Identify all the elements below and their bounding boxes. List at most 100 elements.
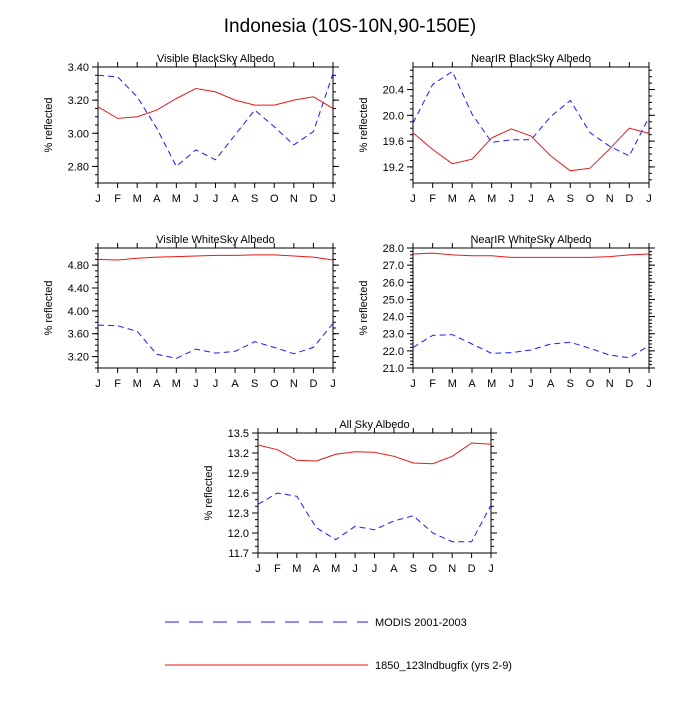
x-tick-label: J xyxy=(646,193,652,205)
x-tick-label: M xyxy=(172,193,181,205)
y-tick-label: 3.40 xyxy=(68,62,89,74)
plot-frame xyxy=(97,66,334,184)
y-axis-label: % reflected xyxy=(43,280,55,335)
series-line-model xyxy=(412,127,650,172)
x-tick-label: J xyxy=(255,563,261,575)
panel-title: All Sky Albedo xyxy=(339,419,409,431)
x-tick-label: D xyxy=(625,378,633,390)
x-tick-label: N xyxy=(606,193,614,205)
x-tick-label: J xyxy=(528,193,534,205)
y-axis-label: % reflected xyxy=(203,465,215,520)
x-tick-label: J xyxy=(646,378,652,390)
y-tick-label: 2.80 xyxy=(68,161,89,173)
x-tick-label: J xyxy=(410,193,416,205)
legend-label-modis: MODIS 2001-2003 xyxy=(375,617,467,629)
x-tick-label: J xyxy=(213,193,219,205)
x-tick-label: F xyxy=(274,563,281,575)
x-tick-label: N xyxy=(290,193,298,205)
panel-title: NearIR BlackSky Albedo xyxy=(471,53,591,65)
x-tick-label: A xyxy=(153,193,161,205)
y-tick-label: 27.0 xyxy=(383,260,404,272)
x-tick-label: M xyxy=(331,563,340,575)
x-tick-label: J xyxy=(193,193,199,205)
series-line-modis xyxy=(412,70,650,157)
x-tick-label: D xyxy=(468,563,476,575)
series-line-model xyxy=(97,87,334,119)
x-tick-label: J xyxy=(95,193,101,205)
x-tick-label: J xyxy=(372,563,378,575)
y-tick-label: 22.0 xyxy=(383,346,404,358)
series-line-modis xyxy=(412,334,650,359)
y-tick-label: 12.3 xyxy=(228,508,249,520)
x-tick-label: A xyxy=(231,193,239,205)
y-tick-label: 13.2 xyxy=(228,448,249,460)
panel-title: Visible BlackSky Albedo xyxy=(157,53,274,65)
x-tick-label: N xyxy=(290,378,298,390)
x-tick-label: A xyxy=(468,378,476,390)
x-tick-label: F xyxy=(114,378,121,390)
panel-title: NearIR WhiteSky Albedo xyxy=(470,234,591,246)
x-tick-label: M xyxy=(487,193,496,205)
series-line-model xyxy=(412,252,650,258)
x-tick-label: F xyxy=(429,193,436,205)
x-tick-label: N xyxy=(448,563,456,575)
series-line-modis xyxy=(257,492,492,543)
plot-frame xyxy=(97,247,334,369)
series-line-model xyxy=(97,254,334,261)
y-tick-label: 24.0 xyxy=(383,312,404,324)
x-tick-label: A xyxy=(468,193,476,205)
x-tick-label: O xyxy=(270,193,279,205)
y-tick-label: 3.20 xyxy=(68,95,89,107)
x-tick-label: J xyxy=(95,378,101,390)
y-axis-label: % reflected xyxy=(358,280,370,335)
x-tick-label: D xyxy=(625,193,633,205)
y-tick-label: 20.4 xyxy=(383,85,404,97)
y-tick-label: 19.2 xyxy=(383,162,404,174)
x-tick-label: J xyxy=(193,378,199,390)
x-tick-label: A xyxy=(231,378,239,390)
x-tick-label: S xyxy=(567,378,574,390)
x-tick-label: D xyxy=(309,193,317,205)
y-tick-label: 28.0 xyxy=(383,243,404,255)
y-tick-label: 4.40 xyxy=(68,283,89,295)
x-tick-label: O xyxy=(586,378,595,390)
x-tick-label: S xyxy=(410,563,417,575)
y-axis-label: % reflected xyxy=(358,97,370,152)
x-tick-label: A xyxy=(547,378,555,390)
x-tick-label: M xyxy=(133,193,142,205)
x-tick-label: F xyxy=(114,193,121,205)
x-tick-label: S xyxy=(251,378,258,390)
x-tick-label: N xyxy=(606,378,614,390)
y-tick-label: 4.00 xyxy=(68,306,89,318)
x-tick-label: O xyxy=(428,563,437,575)
legend-label-model: 1850_123lndbugfix (yrs 2-9) xyxy=(375,660,512,672)
y-tick-label: 21.0 xyxy=(383,363,404,375)
y-tick-label: 20.0 xyxy=(383,110,404,122)
x-tick-label: J xyxy=(352,563,358,575)
x-tick-label: J xyxy=(410,378,416,390)
y-tick-label: 11.7 xyxy=(228,548,249,560)
x-tick-label: M xyxy=(448,378,457,390)
x-tick-label: J xyxy=(330,378,336,390)
x-tick-label: J xyxy=(528,378,534,390)
y-tick-label: 12.9 xyxy=(228,468,249,480)
y-tick-label: 3.00 xyxy=(68,128,89,140)
x-tick-label: J xyxy=(330,193,336,205)
x-tick-label: M xyxy=(172,378,181,390)
x-tick-label: A xyxy=(390,563,398,575)
y-axis-label: % reflected xyxy=(43,97,55,152)
y-tick-label: 23.0 xyxy=(383,329,404,341)
y-tick-label: 4.80 xyxy=(68,260,89,272)
x-tick-label: M xyxy=(448,193,457,205)
x-tick-label: S xyxy=(567,193,574,205)
x-tick-label: A xyxy=(153,378,161,390)
y-tick-label: 12.6 xyxy=(228,488,249,500)
y-tick-label: 13.5 xyxy=(228,428,249,440)
x-tick-label: O xyxy=(586,193,595,205)
x-tick-label: J xyxy=(509,193,515,205)
y-tick-label: 12.0 xyxy=(228,528,249,540)
y-tick-label: 19.6 xyxy=(383,136,404,148)
x-tick-label: A xyxy=(547,193,555,205)
